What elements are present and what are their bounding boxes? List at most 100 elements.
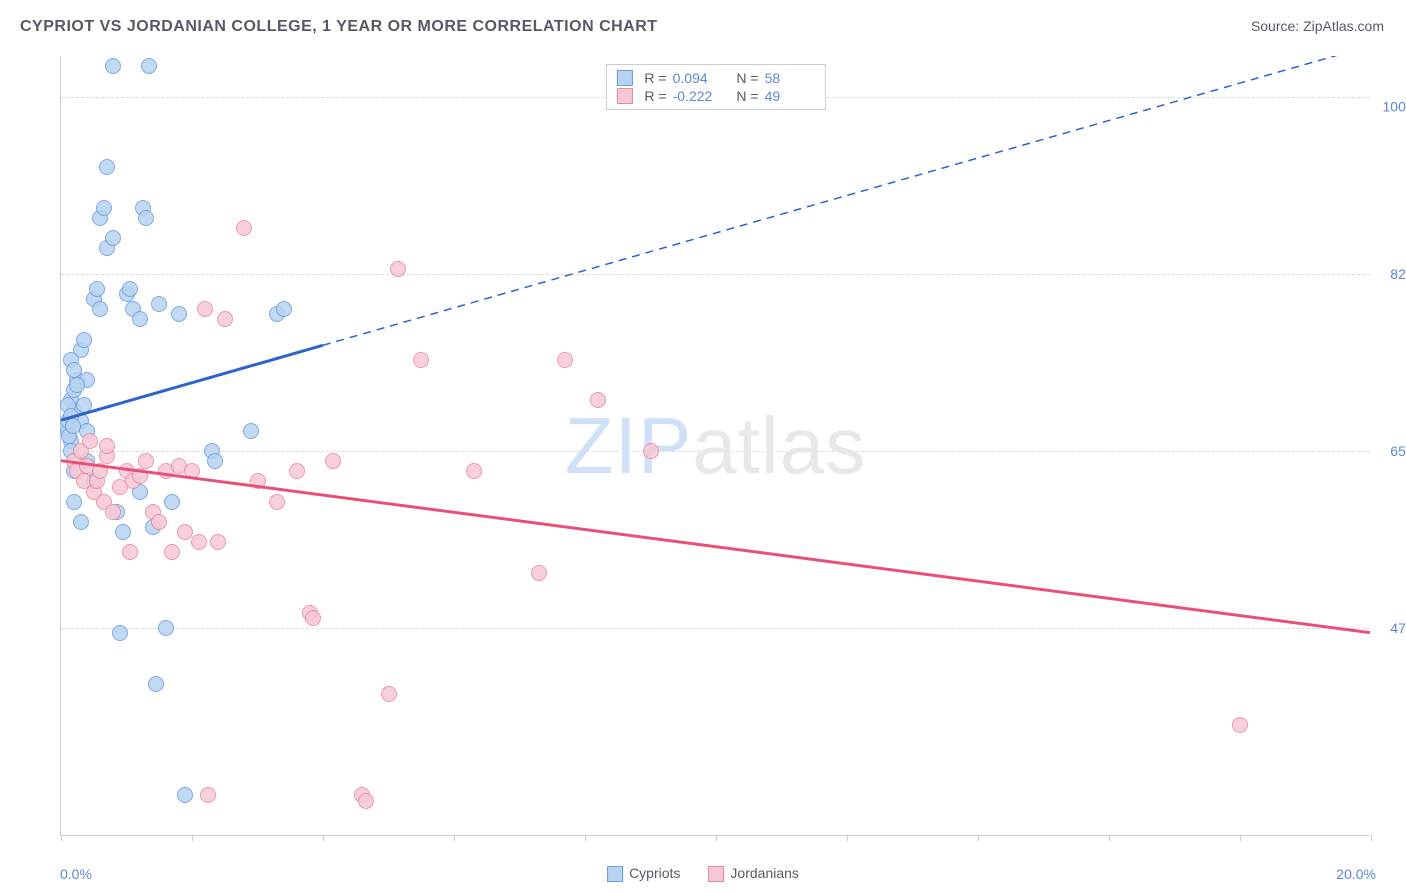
stat-n-jordanians: 49	[765, 88, 815, 104]
trendlines-layer	[61, 56, 1370, 835]
x-tick	[1240, 835, 1241, 841]
data-point	[76, 397, 92, 413]
data-point	[138, 210, 154, 226]
data-point	[92, 301, 108, 317]
y-tick-label: 47.5%	[1375, 620, 1406, 636]
x-tick	[978, 835, 979, 841]
stat-label-r: R =	[644, 88, 666, 104]
data-point	[164, 544, 180, 560]
legend-item-cypriots: Cypriots	[607, 865, 680, 882]
stat-n-cypriots: 58	[765, 70, 815, 86]
stats-row-jordanians: R = -0.222 N = 49	[616, 87, 814, 105]
trendline	[61, 345, 323, 420]
data-point	[413, 352, 429, 368]
data-point	[390, 261, 406, 277]
x-tick	[847, 835, 848, 841]
data-point	[164, 494, 180, 510]
x-tick	[585, 835, 586, 841]
data-point	[99, 159, 115, 175]
data-point	[69, 377, 85, 393]
gridline	[61, 274, 1370, 275]
data-point	[184, 463, 200, 479]
data-point	[531, 565, 547, 581]
x-tick	[192, 835, 193, 841]
data-point	[197, 301, 213, 317]
x-axis-min-label: 0.0%	[60, 866, 92, 882]
chart-container: CYPRIOT VS JORDANIAN COLLEGE, 1 YEAR OR …	[0, 0, 1406, 892]
legend-item-jordanians: Jordanians	[708, 865, 799, 882]
x-tick	[61, 835, 62, 841]
stats-row-cypriots: R = 0.094 N = 58	[616, 69, 814, 87]
data-point	[276, 301, 292, 317]
data-point	[66, 494, 82, 510]
data-point	[171, 306, 187, 322]
stat-label-r: R =	[644, 70, 666, 86]
data-point	[73, 514, 89, 530]
data-point	[112, 625, 128, 641]
data-point	[557, 352, 573, 368]
stat-label-n: N =	[729, 70, 759, 86]
data-point	[105, 58, 121, 74]
data-point	[325, 453, 341, 469]
data-point	[381, 686, 397, 702]
data-point	[66, 362, 82, 378]
data-point	[99, 438, 115, 454]
x-tick	[1109, 835, 1110, 841]
watermark-atlas: atlas	[692, 401, 866, 490]
data-point	[82, 433, 98, 449]
data-point	[92, 463, 108, 479]
stats-legend: R = 0.094 N = 58 R = -0.222 N = 49	[605, 64, 825, 110]
data-point	[243, 423, 259, 439]
data-point	[643, 443, 659, 459]
data-point	[358, 793, 374, 809]
y-tick-label: 65.0%	[1375, 443, 1406, 459]
data-point	[96, 200, 112, 216]
y-tick-label: 82.5%	[1375, 266, 1406, 282]
data-point	[236, 220, 252, 236]
stat-r-cypriots: 0.094	[673, 70, 723, 86]
x-tick	[323, 835, 324, 841]
series-legend: Cypriots Jordanians	[607, 865, 799, 882]
data-point	[115, 524, 131, 540]
data-point	[191, 534, 207, 550]
swatch-cypriots	[616, 70, 632, 86]
data-point	[289, 463, 305, 479]
data-point	[305, 610, 321, 626]
stat-r-jordanians: -0.222	[673, 88, 723, 104]
data-point	[200, 787, 216, 803]
x-tick	[1371, 835, 1372, 841]
data-point	[1232, 717, 1248, 733]
data-point	[105, 230, 121, 246]
data-point	[590, 392, 606, 408]
data-point	[141, 58, 157, 74]
legend-swatch-cypriots	[607, 866, 623, 882]
data-point	[138, 453, 154, 469]
chart-title: CYPRIOT VS JORDANIAN COLLEGE, 1 YEAR OR …	[20, 18, 658, 36]
data-point	[151, 296, 167, 312]
data-point	[132, 468, 148, 484]
data-point	[65, 418, 81, 434]
gridline	[61, 628, 1370, 629]
stat-label-n: N =	[729, 88, 759, 104]
data-point	[89, 281, 105, 297]
watermark: ZIPatlas	[565, 400, 866, 492]
trendline	[323, 56, 1370, 345]
data-point	[177, 787, 193, 803]
x-tick	[454, 835, 455, 841]
plot-area: ZIPatlas R = 0.094 N = 58 R = -0.222 N =…	[60, 56, 1370, 836]
swatch-jordanians	[616, 88, 632, 104]
data-point	[105, 504, 121, 520]
gridline	[61, 451, 1370, 452]
data-point	[76, 332, 92, 348]
legend-label-jordanians: Jordanians	[730, 865, 799, 881]
data-point	[151, 514, 167, 530]
data-point	[269, 494, 285, 510]
x-axis-max-label: 20.0%	[1336, 866, 1376, 882]
data-point	[148, 676, 164, 692]
data-point	[122, 281, 138, 297]
data-point	[122, 544, 138, 560]
legend-swatch-jordanians	[708, 866, 724, 882]
data-point	[466, 463, 482, 479]
y-tick-label: 100.0%	[1375, 98, 1406, 114]
data-point	[158, 620, 174, 636]
